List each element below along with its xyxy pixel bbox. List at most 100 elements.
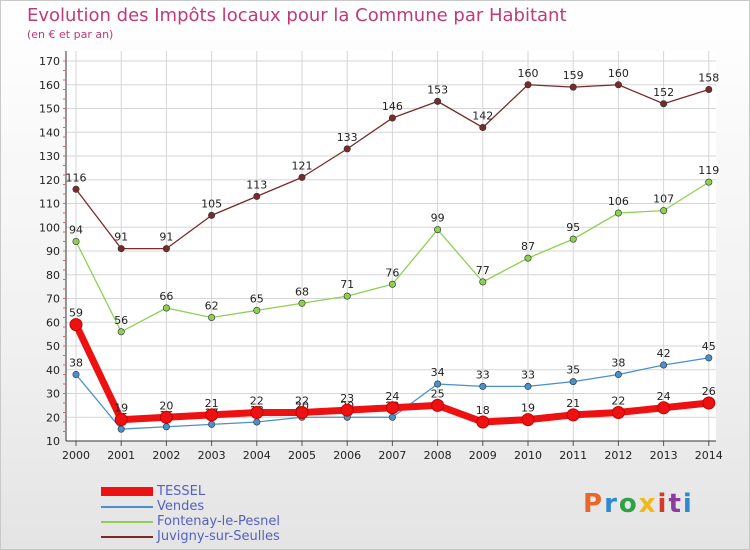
legend-swatch — [101, 487, 153, 496]
logo-letter: i — [657, 489, 669, 519]
data-label: 77 — [476, 264, 490, 277]
data-label: 20 — [159, 399, 173, 412]
data-label: 33 — [476, 368, 490, 381]
data-point — [434, 380, 442, 388]
x-tick-label: 2008 — [424, 449, 452, 462]
y-tick-label: 40 — [46, 364, 60, 377]
data-label: 91 — [114, 231, 128, 244]
data-label: 23 — [340, 392, 354, 405]
data-label: 113 — [246, 178, 267, 191]
y-tick-label: 80 — [46, 269, 60, 282]
y-tick-label: 70 — [46, 293, 60, 306]
legend-swatch — [101, 535, 153, 538]
data-point — [208, 211, 216, 219]
data-label: 68 — [295, 285, 309, 298]
data-label: 21 — [566, 397, 580, 410]
data-point — [660, 207, 668, 215]
data-point — [117, 245, 125, 253]
data-label: 71 — [340, 278, 354, 291]
data-point — [253, 418, 261, 426]
y-tick-label: 120 — [39, 174, 60, 187]
data-point — [614, 81, 622, 89]
y-tick-label: 130 — [39, 150, 60, 163]
logo-letter: i — [682, 489, 694, 519]
data-label: 133 — [337, 131, 358, 144]
legend-label: Juvigny-sur-Seulles — [157, 529, 280, 544]
data-label: 24 — [657, 390, 671, 403]
data-label: 116 — [66, 171, 87, 184]
data-label: 18 — [476, 404, 490, 417]
data-label: 94 — [69, 224, 83, 237]
data-point — [298, 299, 306, 307]
data-label: 160 — [518, 67, 539, 80]
data-point — [72, 238, 80, 246]
x-tick-label: 2006 — [333, 449, 361, 462]
legend-item: Fontenay-le-Pesnel — [101, 514, 280, 529]
data-label: 19 — [114, 402, 128, 415]
series-fontenay-le-pesnel: 94 56 66 62 65 68 71 76 99 77 87 95 106 107 119 — [69, 164, 719, 336]
y-tick-label: 150 — [39, 103, 60, 116]
data-point — [208, 420, 216, 428]
data-label: 38 — [69, 357, 83, 370]
legend-item: Vendes — [101, 499, 280, 514]
data-point — [388, 413, 396, 421]
data-point — [159, 410, 173, 424]
data-label: 119 — [698, 164, 719, 177]
data-label: 87 — [521, 240, 535, 253]
data-label: 99 — [431, 212, 445, 225]
x-tick-label: 2004 — [243, 449, 271, 462]
data-label: 76 — [385, 266, 399, 279]
data-label: 65 — [250, 292, 264, 305]
data-point — [479, 278, 487, 286]
data-label: 56 — [114, 314, 128, 327]
data-point — [162, 423, 170, 431]
data-label: 25 — [431, 387, 445, 400]
data-point — [253, 192, 261, 200]
data-label: 142 — [472, 110, 493, 123]
y-tick-label: 60 — [46, 316, 60, 329]
data-point — [434, 226, 442, 234]
data-point — [72, 185, 80, 193]
legend-label: Vendes — [157, 499, 205, 514]
data-point — [657, 401, 671, 415]
data-label: 34 — [431, 366, 445, 379]
data-point — [117, 425, 125, 433]
data-point — [340, 403, 354, 417]
data-label: 21 — [205, 397, 219, 410]
series-tessel: 59 19 20 21 22 22 23 24 25 18 19 21 22 24 26 — [69, 307, 716, 429]
data-label: 19 — [521, 402, 535, 415]
y-tick-label: 30 — [46, 388, 60, 401]
data-point — [162, 245, 170, 253]
data-point — [660, 100, 668, 108]
data-label: 24 — [385, 390, 399, 403]
x-tick-label: 2000 — [62, 449, 90, 462]
logo-letter: t — [668, 489, 683, 519]
series-juvigny-sur-seulles: 116 91 91 105 113 121 133 146 153 142 160 159 160 152… — [66, 67, 719, 253]
legend-swatch — [101, 505, 153, 508]
data-point — [205, 408, 219, 422]
data-point — [117, 328, 125, 336]
legend-label: Fontenay-le-Pesnel — [157, 514, 280, 529]
data-label: 105 — [201, 197, 222, 210]
y-tick-label: 20 — [46, 411, 60, 424]
x-tick-label: 2002 — [152, 449, 180, 462]
y-tick-label: 110 — [39, 198, 60, 211]
proxiti-logo[interactable]: Proxiti — [583, 489, 694, 519]
data-point — [431, 398, 445, 412]
data-label: 160 — [608, 67, 629, 80]
legend-item: TESSEL — [101, 484, 280, 499]
x-tick-label: 2012 — [604, 449, 632, 462]
chart-subtitle: (en € et par an) — [27, 28, 114, 41]
data-label: 22 — [250, 395, 264, 408]
data-label: 159 — [563, 69, 584, 82]
data-point — [611, 406, 625, 419]
legend-label: TESSEL — [157, 484, 206, 499]
data-label: 26 — [702, 385, 716, 398]
data-point — [566, 408, 580, 422]
data-label: 95 — [566, 221, 580, 234]
x-tick-label: 2005 — [288, 449, 316, 462]
logo-letter: x — [638, 489, 658, 519]
logo-letter: r — [604, 489, 619, 519]
